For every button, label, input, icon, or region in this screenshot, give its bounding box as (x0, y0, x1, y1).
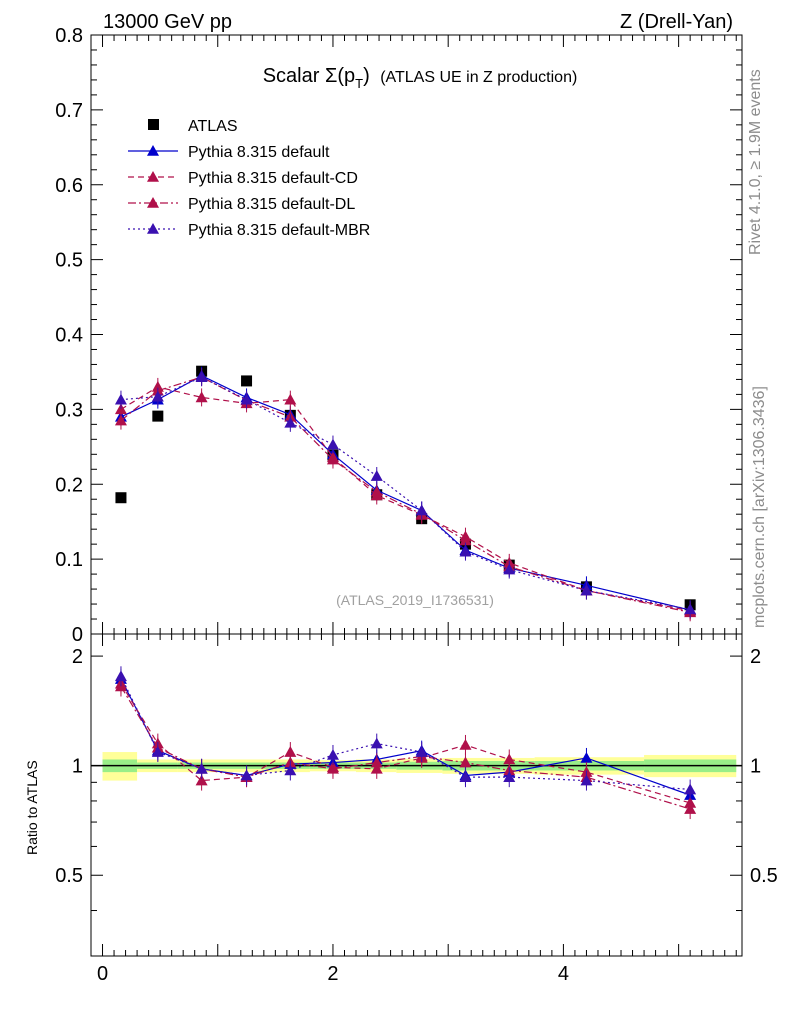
data-point (503, 563, 516, 575)
header-right: Z (Drell-Yan) (620, 11, 733, 33)
y-tick-label: 0.8 (55, 25, 83, 47)
data-point (114, 414, 127, 426)
ratio-tick-label-right: 2 (750, 646, 761, 668)
data-point (284, 416, 297, 428)
y-tick-label: 0.2 (55, 474, 83, 496)
legend-label: Pythia 8.315 default (188, 144, 330, 161)
ratio-point (503, 771, 516, 782)
legend-marker (147, 223, 159, 234)
data-point (151, 390, 164, 402)
ratio-point (684, 783, 697, 795)
legend-label: Pythia 8.315 default-MBR (188, 222, 370, 239)
ratio-line (120, 686, 691, 810)
data-point (370, 470, 383, 481)
x-tick-label: 4 (558, 963, 569, 985)
series-line (120, 376, 691, 610)
ratio-point (326, 762, 339, 774)
header-left: 13000 GeV pp (103, 11, 232, 33)
data-point (284, 393, 297, 405)
data-point (241, 375, 253, 387)
legend-marker (147, 197, 159, 208)
data-point (240, 393, 253, 405)
ratio-point (459, 738, 472, 750)
data-point (684, 603, 697, 615)
ratio-point (415, 746, 428, 757)
ratio-tick-label-right: 0.5 (750, 865, 778, 887)
ratio-tick-label: 1 (72, 756, 83, 778)
legend-label: ATLAS (188, 118, 238, 135)
series-line (120, 375, 691, 611)
data-point (580, 584, 593, 596)
y-tick-label: 0.3 (55, 399, 83, 421)
series-line (120, 376, 691, 613)
data-point (115, 492, 127, 504)
ratio-point (459, 756, 472, 768)
ratio-point (151, 746, 164, 757)
ratio-point (580, 751, 593, 763)
main-title: Scalar Σ(pT) (ATLAS UE in Z production) (263, 65, 578, 91)
rivet-label: Rivet 4.1.0, ≥ 1.9M events (747, 69, 764, 255)
ratio-tick-label-right: 1 (750, 756, 761, 778)
data-point (326, 438, 339, 450)
y-tick-label: 0.7 (55, 100, 83, 122)
data-point (459, 534, 472, 546)
ratio-tick-label: 2 (72, 646, 83, 668)
ratio-frame (90, 633, 743, 957)
ratio-point (240, 769, 253, 781)
ratio-point (284, 746, 297, 757)
y-tick-label: 0.6 (55, 175, 83, 197)
legend-label: Pythia 8.315 default-CD (188, 170, 358, 187)
ratio-ylabel: Ratio to ATLAS (24, 760, 40, 855)
series-line (120, 386, 691, 612)
x-tick-label: 0 (97, 963, 108, 985)
ratio-tick-label: 0.5 (55, 865, 83, 887)
data-point (415, 504, 428, 516)
ratio-point (195, 762, 208, 774)
legend-marker (147, 145, 159, 156)
x-tick-label: 2 (327, 963, 338, 985)
data-point (459, 545, 472, 557)
data-point (114, 393, 127, 405)
ratio-point (326, 748, 339, 760)
legend-marker (147, 171, 159, 182)
ratio-point (503, 753, 516, 765)
ratio-point (195, 774, 208, 786)
legend-marker (148, 119, 159, 130)
data-point (326, 453, 339, 465)
ratio-point (459, 771, 472, 782)
ratio-point (114, 670, 127, 682)
y-tick-label: 0 (72, 624, 83, 646)
ratio-point (284, 764, 297, 776)
data-point (370, 485, 383, 497)
data-point (114, 403, 127, 415)
ratio-point (684, 803, 697, 814)
y-tick-label: 0.5 (55, 250, 83, 272)
ratio-point (370, 756, 383, 768)
y-tick-label: 0.4 (55, 325, 83, 347)
legend-label: Pythia 8.315 default-DL (188, 196, 355, 213)
data-point (152, 410, 164, 422)
mcplots-label: mcplots.cern.ch [arXiv:1306.3436] (751, 386, 768, 628)
ratio-line (120, 678, 691, 796)
ratio-point (370, 737, 383, 749)
ratio-point (580, 774, 593, 786)
ratio-line (120, 683, 691, 804)
analysis-reference: (ATLAS_2019_I1736531) (336, 592, 494, 608)
data-point (195, 391, 208, 403)
data-point (195, 371, 208, 382)
y-tick-label: 0.1 (55, 549, 83, 571)
